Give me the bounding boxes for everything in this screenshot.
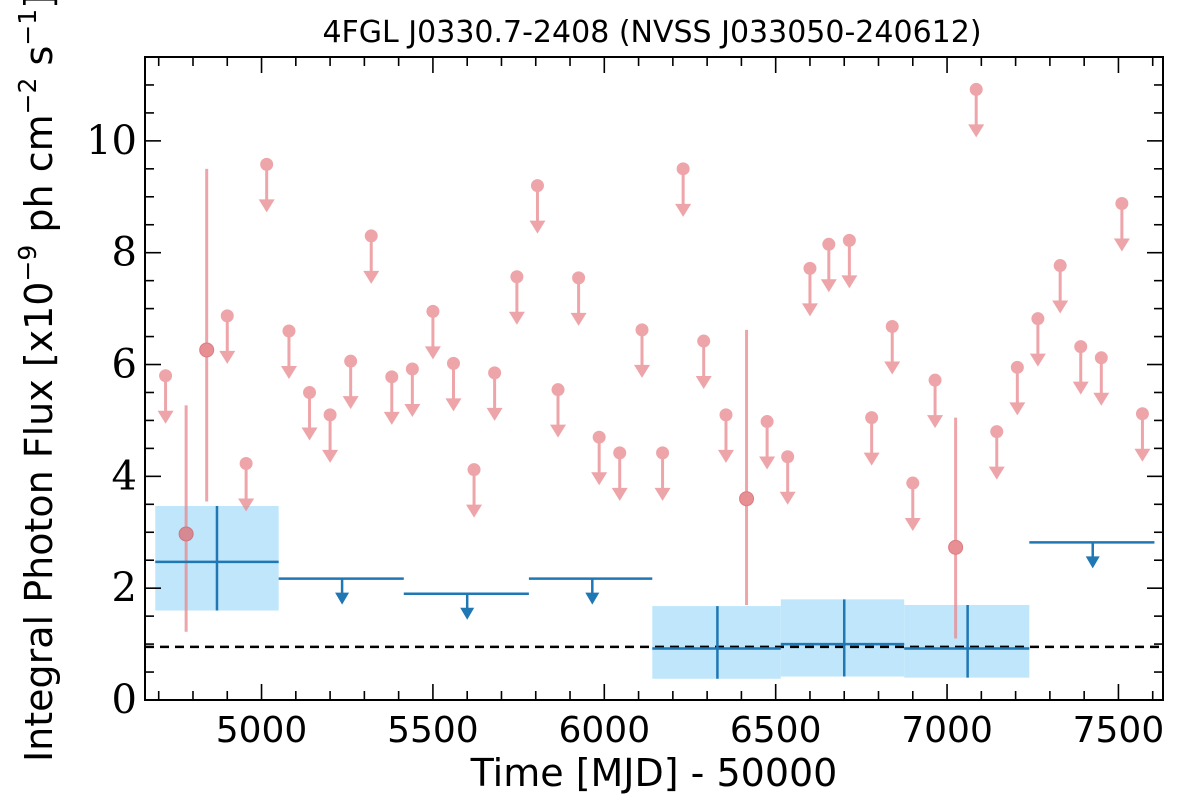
y-axis-label-part: Integral Photon Flux [x10: [17, 282, 61, 763]
fine-upper-limit: [258, 157, 275, 213]
x-tick-label: 6500: [730, 710, 822, 751]
fine-upper-limit: [570, 271, 587, 326]
y-axis-label-part: ph cm: [17, 114, 61, 244]
fine-upper-limit: [1134, 407, 1151, 462]
coarse-detection: [904, 604, 1030, 678]
y-axis-label-exp: −9: [13, 245, 42, 282]
coarse-bin-error-band: [780, 599, 905, 677]
fine-upper-limit: [801, 261, 818, 317]
fine-upper-limit: [383, 370, 400, 425]
x-tick-label: 6000: [558, 710, 650, 751]
y-tick-label: 6: [112, 342, 137, 388]
coarse-upper-limit: [403, 592, 529, 620]
fine-upper-limit: [280, 324, 297, 379]
fine-upper-limit: [779, 450, 796, 505]
x-axis-label: Time [MJD] - 50000: [470, 751, 838, 795]
fine-upper-limit: [1052, 259, 1069, 314]
coarse-detection: [652, 606, 781, 679]
fine-upper-limit: [466, 463, 483, 518]
x-tick-label: 7000: [901, 710, 993, 751]
coarse-upper-limit: [1029, 541, 1155, 569]
fine-upper-limit: [884, 320, 901, 375]
x-tick-label: 5500: [387, 710, 479, 751]
y-tick-label: 0: [112, 677, 137, 723]
fine-upper-limit: [342, 354, 359, 410]
fine-detection: [948, 417, 964, 639]
fine-upper-limit: [301, 385, 318, 441]
fine-upper-limit: [529, 179, 546, 234]
y-tick-label: 2: [112, 565, 137, 611]
fine-upper-limit: [424, 304, 441, 360]
fine-upper-limit: [238, 456, 255, 512]
fine-upper-limit: [363, 229, 380, 284]
fine-upper-limit: [675, 162, 692, 217]
coarse-points-layer: [155, 505, 1155, 679]
fine-upper-limit: [611, 446, 628, 501]
fine-upper-limit: [968, 82, 985, 138]
y-axis-label-part: s: [17, 46, 61, 78]
fine-upper-limit: [404, 362, 421, 417]
y-axis-label-part: ]: [17, 0, 61, 9]
fine-upper-limit: [863, 411, 880, 466]
fine-upper-limit: [904, 476, 921, 532]
plot-frame: [144, 56, 1164, 701]
ticks-layer: 5000 5500 6000 6500 7000 7500 0 2 4 6 8 10: [86, 57, 1164, 751]
y-tick-label: 10: [86, 118, 137, 164]
fine-upper-limit: [717, 408, 734, 463]
fine-upper-limit: [445, 356, 462, 412]
x-tick-label: 5000: [216, 710, 308, 751]
y-axis-label: Integral Photon Flux [x10−9 ph cm−2 s−1]: [13, 0, 61, 762]
fine-upper-limit: [1029, 312, 1046, 367]
fine-upper-limit: [927, 373, 944, 429]
coarse-upper-limit: [528, 577, 653, 605]
fine-upper-limit: [634, 323, 651, 378]
fine-points-layer: [157, 82, 1151, 639]
coarse-detection: [155, 505, 279, 611]
fine-detection: [199, 168, 215, 502]
x-tick-label: 7500: [1073, 710, 1165, 751]
fine-upper-limit: [654, 446, 671, 501]
fine-upper-limit: [486, 366, 503, 421]
fine-upper-limit: [1113, 196, 1130, 252]
fine-upper-limit: [820, 237, 837, 293]
y-tick-label: 8: [112, 230, 137, 276]
fine-upper-limit: [550, 383, 567, 438]
fine-upper-limit: [219, 309, 236, 364]
fine-upper-limit: [508, 270, 525, 325]
fine-upper-limit: [322, 408, 339, 463]
fine-detection: [739, 329, 755, 605]
fine-upper-limit: [591, 430, 608, 486]
fine-upper-limit: [695, 334, 712, 390]
y-tick-label: 4: [112, 453, 137, 499]
fine-upper-limit: [841, 233, 858, 289]
y-axis-label-exp: −2: [13, 78, 42, 115]
fine-upper-limit: [1093, 351, 1110, 406]
fine-upper-limit: [157, 369, 174, 424]
fine-upper-limit: [988, 425, 1005, 480]
coarse-detection: [780, 599, 905, 677]
fine-detection: [178, 405, 194, 632]
fine-upper-limit: [1072, 340, 1089, 395]
fine-upper-limit: [1009, 360, 1026, 416]
fine-upper-limit: [759, 415, 776, 470]
chart-title: 4FGL J0330.7-2408 (NVSS J033050-240612): [322, 15, 981, 50]
coarse-upper-limit: [278, 577, 404, 605]
y-axis-label-exp: −1: [13, 9, 42, 46]
